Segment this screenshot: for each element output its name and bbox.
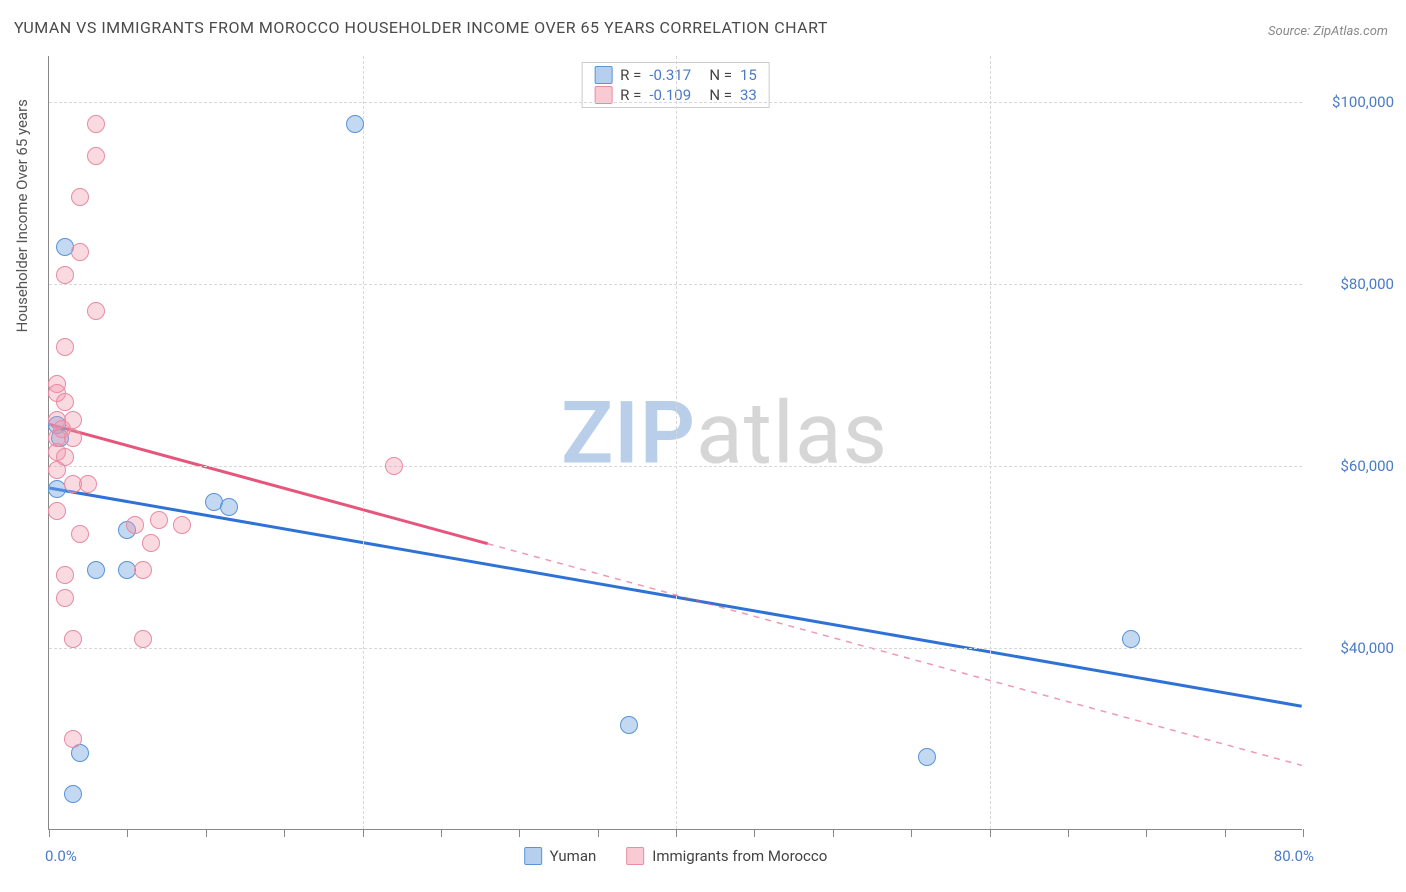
watermark: ZIPatlas bbox=[561, 382, 888, 483]
r-label: R = bbox=[620, 66, 641, 84]
data-point bbox=[1122, 630, 1140, 648]
x-tick bbox=[49, 829, 50, 837]
source-attribution: Source: ZipAtlas.com bbox=[1268, 24, 1388, 39]
data-point bbox=[173, 516, 191, 534]
gridline-v bbox=[676, 56, 677, 829]
data-point bbox=[134, 561, 152, 579]
y-axis-title: Householder Income Over 65 years bbox=[13, 99, 31, 332]
swatch-blue-icon bbox=[524, 847, 542, 865]
y-tick-label: $40,000 bbox=[1340, 639, 1394, 657]
data-point bbox=[48, 502, 66, 520]
x-tick bbox=[1303, 829, 1304, 837]
x-tick bbox=[206, 829, 207, 837]
data-point bbox=[56, 566, 74, 584]
data-point bbox=[87, 115, 105, 133]
chart-title: YUMAN VS IMMIGRANTS FROM MOROCCO HOUSEHO… bbox=[14, 18, 828, 37]
swatch-blue-icon bbox=[594, 66, 612, 84]
x-tick bbox=[990, 829, 991, 837]
x-tick bbox=[284, 829, 285, 837]
x-tick bbox=[1068, 829, 1069, 837]
data-point bbox=[220, 498, 238, 516]
x-tick bbox=[754, 829, 755, 837]
x-tick bbox=[911, 829, 912, 837]
y-tick-label: $80,000 bbox=[1340, 275, 1394, 293]
y-tick-label: $100,000 bbox=[1332, 93, 1394, 111]
data-point bbox=[71, 188, 89, 206]
x-tick bbox=[1225, 829, 1226, 837]
data-point bbox=[56, 589, 74, 607]
swatch-pink-icon bbox=[626, 847, 644, 865]
data-point bbox=[87, 561, 105, 579]
x-tick bbox=[363, 829, 364, 837]
data-point bbox=[71, 243, 89, 261]
legend-label: Immigrants from Morocco bbox=[652, 847, 827, 865]
data-point bbox=[64, 630, 82, 648]
data-point bbox=[56, 338, 74, 356]
x-axis-max-label: 80.0% bbox=[1274, 847, 1314, 865]
data-point bbox=[87, 147, 105, 165]
data-point bbox=[71, 525, 89, 543]
x-tick bbox=[833, 829, 834, 837]
chart-container: YUMAN VS IMMIGRANTS FROM MOROCCO HOUSEHO… bbox=[0, 0, 1406, 892]
legend-item-morocco: Immigrants from Morocco bbox=[626, 847, 827, 865]
n-value: 15 bbox=[740, 66, 757, 84]
data-point bbox=[918, 748, 936, 766]
data-point bbox=[150, 511, 168, 529]
data-point bbox=[134, 630, 152, 648]
x-axis-min-label: 0.0% bbox=[45, 847, 77, 865]
data-point bbox=[346, 115, 364, 133]
gridline-v bbox=[990, 56, 991, 829]
x-tick bbox=[676, 829, 677, 837]
x-tick bbox=[127, 829, 128, 837]
legend-label: Yuman bbox=[550, 847, 597, 865]
y-tick-label: $60,000 bbox=[1340, 457, 1394, 475]
x-tick bbox=[441, 829, 442, 837]
n-label: N = bbox=[709, 66, 732, 84]
data-point bbox=[56, 266, 74, 284]
watermark-part2: atlas bbox=[696, 382, 888, 483]
x-tick bbox=[1146, 829, 1147, 837]
plot-area: ZIPatlas R = -0.317 N = 15 R = -0.109 N … bbox=[48, 56, 1302, 830]
data-point bbox=[64, 730, 82, 748]
data-point bbox=[142, 534, 160, 552]
x-tick bbox=[519, 829, 520, 837]
series-legend: Yuman Immigrants from Morocco bbox=[524, 847, 828, 865]
data-point bbox=[79, 475, 97, 493]
data-point bbox=[48, 461, 66, 479]
gridline-v bbox=[363, 56, 364, 829]
data-point bbox=[620, 716, 638, 734]
data-point bbox=[56, 393, 74, 411]
x-tick bbox=[598, 829, 599, 837]
data-point bbox=[64, 785, 82, 803]
legend-item-yuman: Yuman bbox=[524, 847, 597, 865]
data-point bbox=[385, 457, 403, 475]
data-point bbox=[53, 420, 71, 438]
data-point bbox=[87, 302, 105, 320]
data-point bbox=[126, 516, 144, 534]
